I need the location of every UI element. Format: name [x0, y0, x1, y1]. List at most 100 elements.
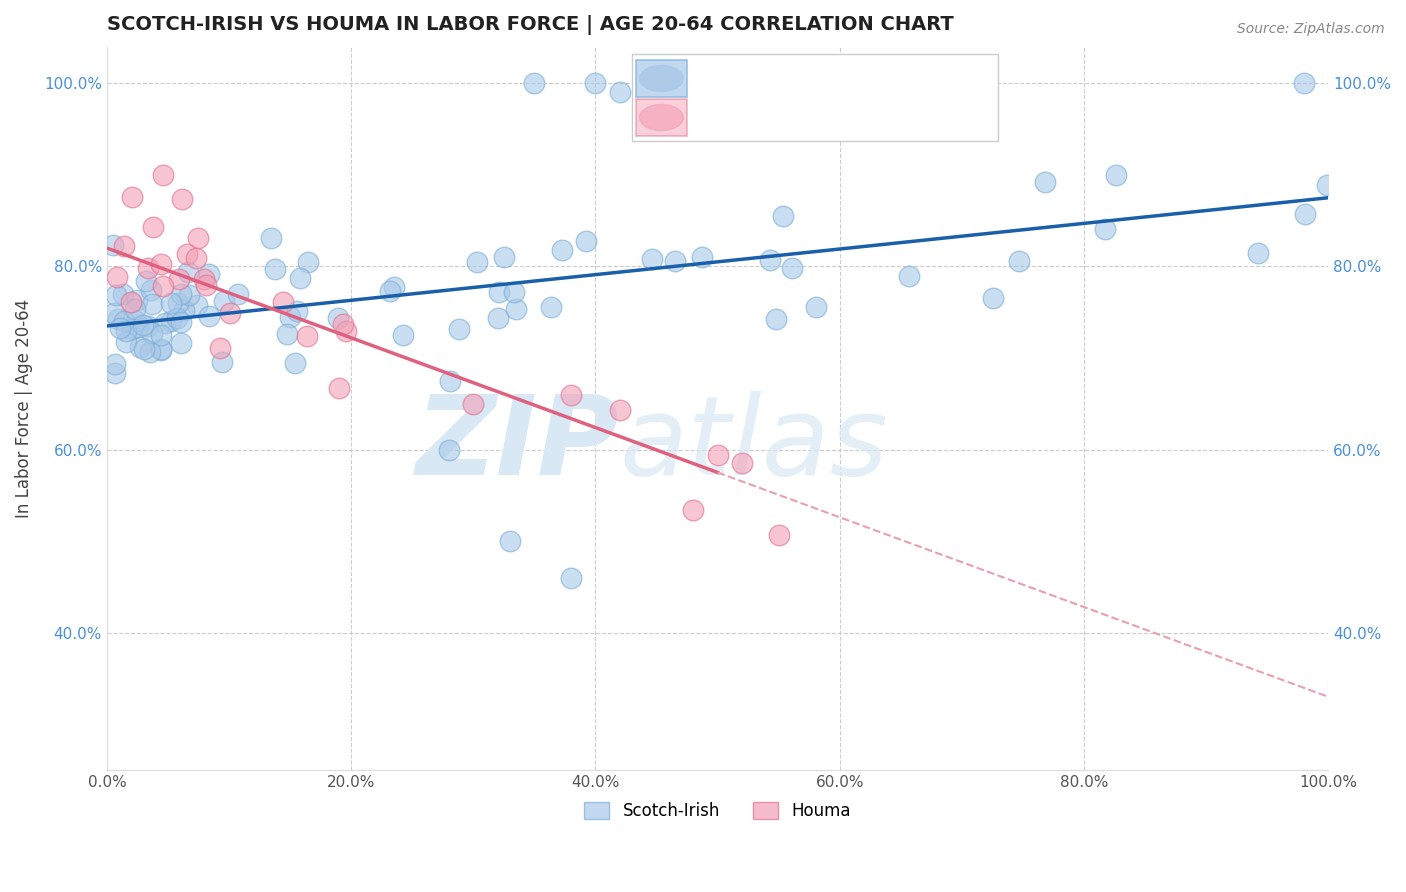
- Point: [1247, 246, 1270, 260]
- Point: [297, 255, 319, 269]
- Point: [782, 261, 804, 276]
- Point: [488, 285, 510, 299]
- Point: [177, 264, 200, 278]
- Text: R = -0.671   N = 30: R = -0.671 N = 30: [699, 109, 891, 127]
- Point: [463, 396, 485, 410]
- Point: [150, 342, 173, 356]
- Point: [121, 322, 143, 336]
- Point: [437, 442, 460, 457]
- Point: [166, 311, 188, 326]
- Point: [288, 271, 311, 285]
- Point: [378, 284, 401, 298]
- Point: [1292, 76, 1315, 90]
- Point: [184, 252, 207, 266]
- Text: Source: ZipAtlas.com: Source: ZipAtlas.com: [1237, 22, 1385, 37]
- Circle shape: [640, 65, 683, 92]
- Point: [129, 340, 152, 354]
- Point: [731, 456, 754, 470]
- Point: [136, 261, 159, 276]
- Point: [551, 244, 574, 258]
- Point: [197, 267, 219, 281]
- Point: [486, 310, 509, 325]
- Point: [326, 311, 349, 326]
- Point: [382, 280, 405, 294]
- Point: [447, 322, 470, 336]
- Point: [127, 293, 149, 307]
- Point: [332, 318, 354, 332]
- Point: [135, 274, 157, 288]
- Point: [897, 269, 920, 284]
- Point: [112, 239, 135, 253]
- Point: [152, 168, 174, 182]
- Point: [166, 296, 188, 310]
- FancyBboxPatch shape: [636, 99, 688, 136]
- Point: [1033, 176, 1056, 190]
- Point: [682, 503, 704, 517]
- Text: atlas: atlas: [620, 391, 889, 498]
- Point: [503, 285, 526, 300]
- Point: [167, 272, 190, 286]
- Point: [209, 342, 232, 356]
- Point: [690, 250, 713, 264]
- Point: [328, 381, 350, 395]
- Point: [194, 277, 217, 292]
- Point: [609, 402, 631, 417]
- Point: [170, 315, 193, 329]
- Point: [141, 326, 163, 341]
- Point: [120, 294, 142, 309]
- Point: [285, 303, 308, 318]
- Point: [125, 314, 148, 328]
- Point: [101, 238, 124, 252]
- Point: [150, 328, 173, 343]
- Point: [141, 297, 163, 311]
- Point: [104, 366, 127, 380]
- Point: [159, 313, 181, 327]
- Point: [264, 261, 287, 276]
- Point: [271, 294, 294, 309]
- Point: [176, 247, 198, 261]
- Point: [278, 310, 301, 325]
- Point: [169, 286, 191, 301]
- Legend: Scotch-Irish, Houma: Scotch-Irish, Houma: [578, 796, 858, 827]
- Text: ZIP: ZIP: [416, 391, 620, 498]
- Point: [494, 250, 516, 264]
- Point: [111, 286, 134, 301]
- Point: [391, 327, 413, 342]
- FancyBboxPatch shape: [636, 60, 688, 97]
- Text: R =  0.201   N = 94: R = 0.201 N = 94: [699, 70, 890, 87]
- Point: [121, 189, 143, 203]
- Point: [641, 252, 664, 267]
- Point: [1008, 253, 1031, 268]
- Point: [1094, 222, 1116, 236]
- Point: [260, 231, 283, 245]
- Point: [335, 324, 357, 338]
- Point: [560, 387, 582, 401]
- Point: [132, 343, 155, 357]
- Point: [104, 288, 127, 302]
- Point: [1105, 168, 1128, 182]
- Point: [765, 312, 787, 326]
- Point: [152, 278, 174, 293]
- Point: [115, 334, 138, 349]
- Point: [138, 345, 160, 359]
- Point: [981, 291, 1004, 305]
- Point: [1316, 178, 1339, 193]
- Point: [465, 255, 488, 269]
- Point: [560, 571, 582, 585]
- Point: [187, 231, 209, 245]
- Point: [186, 298, 208, 312]
- Point: [107, 312, 129, 326]
- Point: [142, 220, 165, 235]
- Point: [768, 528, 790, 542]
- Point: [172, 192, 194, 206]
- Point: [284, 356, 307, 370]
- Point: [211, 355, 233, 369]
- Text: SCOTCH-IRISH VS HOUMA IN LABOR FORCE | AGE 20-64 CORRELATION CHART: SCOTCH-IRISH VS HOUMA IN LABOR FORCE | A…: [107, 15, 953, 35]
- Point: [439, 374, 461, 388]
- Point: [758, 253, 780, 268]
- Point: [112, 314, 135, 328]
- Point: [575, 234, 598, 248]
- Point: [706, 448, 728, 462]
- Point: [198, 309, 221, 323]
- Point: [1294, 207, 1316, 221]
